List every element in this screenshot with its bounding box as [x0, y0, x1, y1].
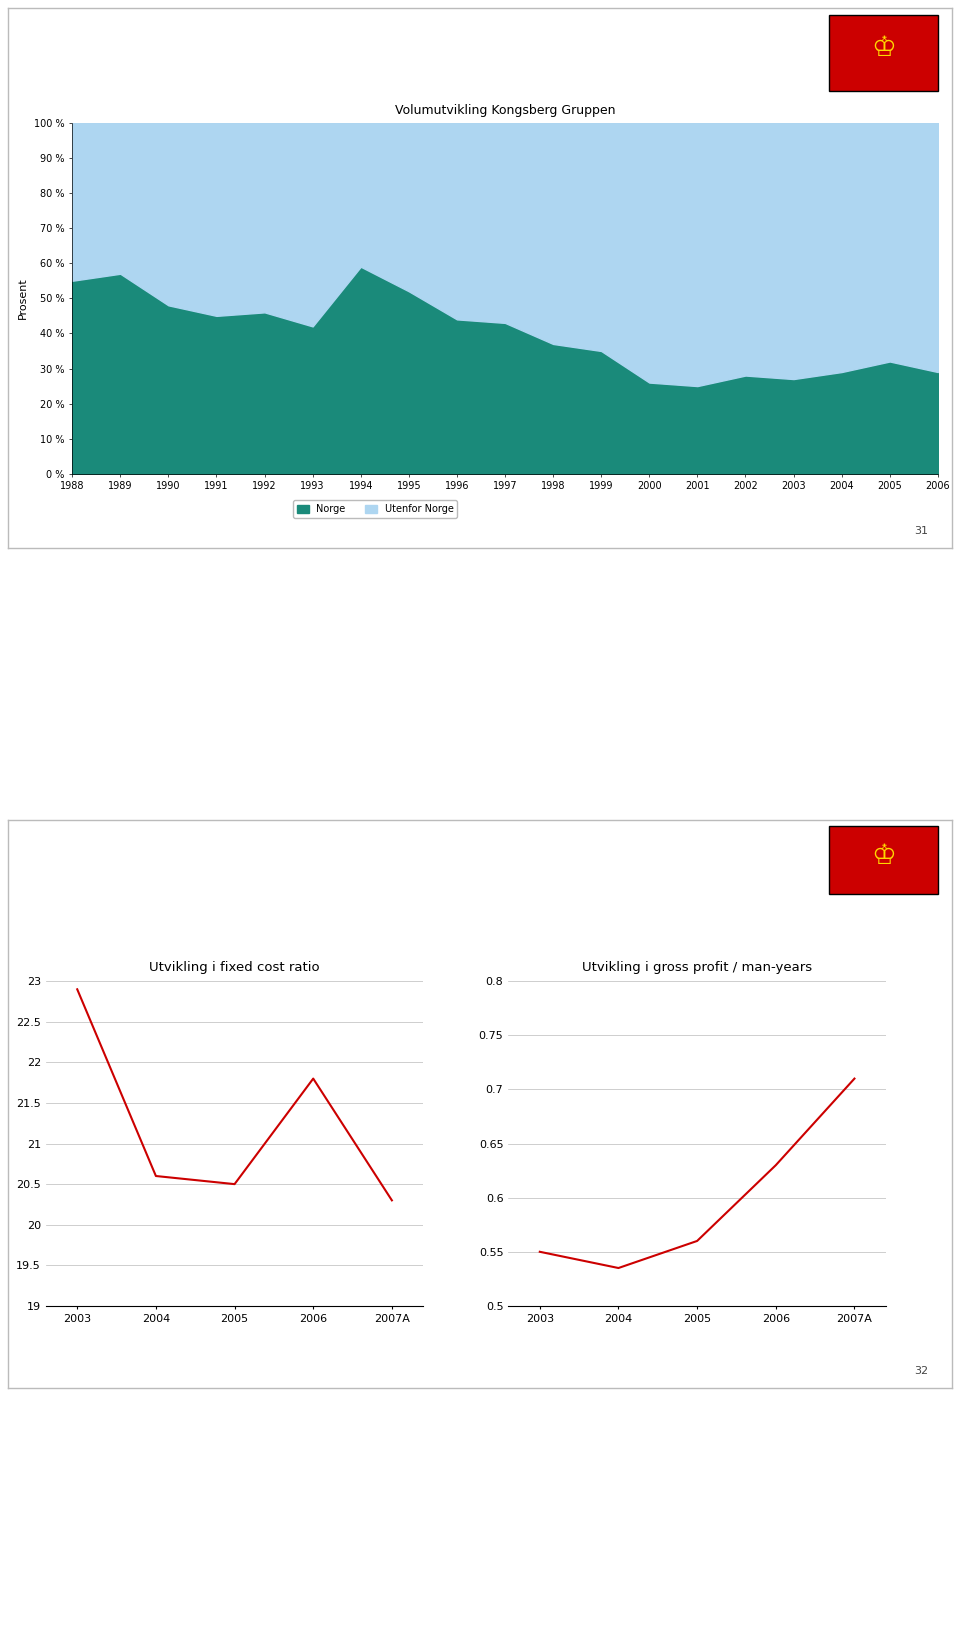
- Title: Volumutvikling Kongsberg Gruppen: Volumutvikling Kongsberg Gruppen: [395, 105, 615, 118]
- Text: 31: 31: [914, 526, 928, 536]
- Text: KONGSBERG: KONGSBERG: [850, 885, 918, 896]
- Text: 32: 32: [914, 1367, 928, 1377]
- Y-axis label: Prosent: Prosent: [18, 278, 29, 319]
- Legend: Norge, Utenfor Norge: Norge, Utenfor Norge: [293, 500, 457, 518]
- FancyBboxPatch shape: [829, 15, 938, 92]
- Title: Utvikling i fixed cost ratio: Utvikling i fixed cost ratio: [149, 961, 320, 974]
- Text: Volumutvikling: Volumutvikling: [36, 25, 202, 46]
- FancyBboxPatch shape: [829, 826, 938, 894]
- Text: ♔: ♔: [872, 34, 897, 62]
- Text: Norge kontra utlandet: Norge kontra utlandet: [36, 65, 282, 85]
- Text: KONGSBERG: KONGSBERG: [850, 83, 918, 93]
- Title: Utvikling i gross profit / man-years: Utvikling i gross profit / man-years: [582, 961, 812, 974]
- Text: ♔: ♔: [872, 842, 897, 870]
- Text: Nøkkeltall: Nøkkeltall: [36, 852, 159, 876]
